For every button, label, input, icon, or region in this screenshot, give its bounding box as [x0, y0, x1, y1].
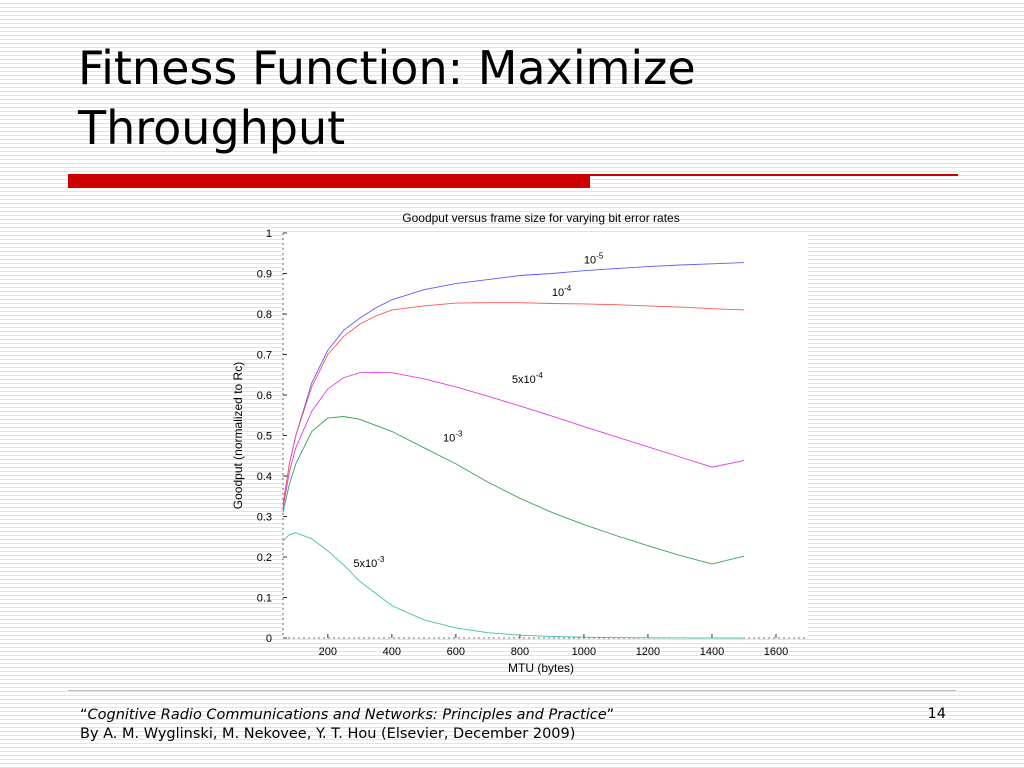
y-tick-label: 0.1: [257, 593, 272, 605]
title-underline-bar: [68, 174, 590, 188]
chart-svg: Goodput versus frame size for varying bi…: [231, 211, 808, 675]
x-tick-label: 1200: [636, 646, 660, 658]
y-tick-label: 0.7: [257, 350, 272, 362]
chart-axes: 200 400 600 800 1000 1200 1400 1600 0 0.1 0.2 0.3 0.…: [257, 228, 808, 658]
series-line-2: [282, 371, 745, 509]
y-tick-label: 0.9: [257, 269, 272, 281]
goodput-chart: Goodput versus frame size for varying bi…: [225, 205, 825, 685]
series-line-0: [282, 262, 745, 505]
series-label-4: 5x10-3: [353, 555, 385, 570]
y-tick-label: 1: [266, 228, 272, 240]
y-tick-label: 0.3: [257, 512, 272, 524]
series-label-1: 10-4: [552, 284, 572, 299]
y-tick-label: 0.6: [257, 390, 272, 402]
series-line-4: [282, 532, 744, 639]
chart-title: Goodput versus frame size for varying bi…: [402, 211, 679, 225]
citation-title-line: “Cognitive Radio Communications and Netw…: [80, 706, 780, 725]
x-tick-label: 200: [319, 646, 337, 658]
title-underline-line: [590, 174, 958, 176]
chart-series: [282, 262, 745, 639]
citation-open-quote: “: [80, 707, 88, 723]
series-line-1: [282, 302, 745, 505]
y-tick-label: 0.8: [257, 309, 272, 321]
citation-close-quote: ”: [606, 707, 615, 723]
series-label-3: 10-3: [443, 430, 463, 445]
series-line-3: [282, 416, 745, 565]
x-tick-label: 400: [383, 646, 401, 658]
x-axis-label: MTU (bytes): [508, 661, 574, 675]
slide-title: Fitness Function: Maximize Throughput: [78, 41, 696, 155]
x-tick-label: 1400: [700, 646, 724, 658]
citation-authors: By A. M. Wyglinski, M. Nekovee, Y. T. Ho…: [80, 726, 576, 742]
y-tick-label: 0: [266, 633, 272, 645]
series-label-0: 10-5: [584, 251, 604, 266]
y-tick-label: 0.4: [257, 471, 272, 483]
x-tick-label: 600: [447, 646, 465, 658]
page-number: 14: [927, 706, 946, 722]
citation: “Cognitive Radio Communications and Netw…: [80, 706, 780, 744]
series-label-2: 5x10-4: [512, 371, 544, 386]
citation-book-title: Cognitive Radio Communications and Netwo…: [87, 707, 607, 723]
title-underline: [68, 174, 958, 188]
footer-divider: [68, 690, 956, 691]
x-tick-label: 1000: [572, 646, 596, 658]
x-tick-label: 800: [511, 646, 529, 658]
x-tick-label: 1600: [764, 646, 788, 658]
y-axis-label: Goodput (normalized to Rc): [231, 362, 245, 509]
y-tick-label: 0.5: [257, 431, 272, 443]
chart-series-labels: 10-5 10-4 5x10-4 10-3 5x10-3: [353, 251, 603, 570]
plot-area: [283, 233, 808, 638]
y-tick-label: 0.2: [257, 552, 272, 564]
